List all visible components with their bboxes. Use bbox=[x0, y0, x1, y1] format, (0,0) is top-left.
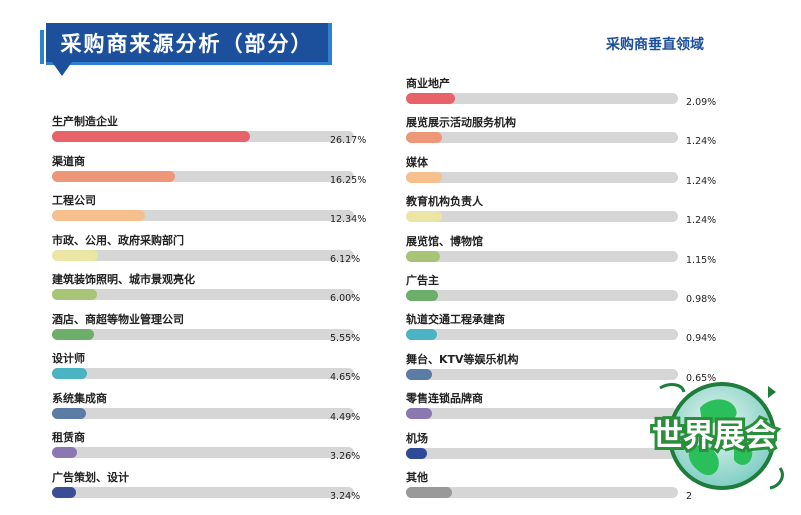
title-banner: 采购商来源分析（部分） bbox=[46, 23, 332, 65]
bar bbox=[406, 211, 442, 223]
bar bbox=[52, 210, 146, 221]
category-label: 媒体 bbox=[406, 155, 428, 169]
category-label: 广告策划、设计 bbox=[52, 470, 129, 484]
category-label: 展览展示活动服务机构 bbox=[406, 116, 516, 130]
value-label: 3.24% bbox=[330, 490, 361, 502]
bar bbox=[406, 408, 432, 420]
value-label: 4.65% bbox=[330, 372, 361, 383]
section-subtitle: 采购商垂直领域 bbox=[606, 37, 704, 53]
bar bbox=[52, 368, 88, 379]
bar-track bbox=[406, 93, 678, 104]
value-label: 6.00% bbox=[330, 293, 361, 304]
category-label: 系统集成商 bbox=[52, 391, 107, 405]
bar-track bbox=[52, 210, 354, 221]
category-label: 租赁商 bbox=[52, 431, 85, 444]
bar-track bbox=[406, 132, 678, 144]
category-label: 其他 bbox=[406, 471, 428, 484]
value-label: 4.49% bbox=[330, 411, 361, 423]
bar-track bbox=[52, 170, 354, 182]
value-label: 2.09% bbox=[686, 97, 717, 108]
value-label: 0.98% bbox=[686, 294, 717, 305]
category-label: 建筑装饰照明、城市景观亮化 bbox=[52, 273, 195, 286]
banner-accent bbox=[40, 30, 44, 64]
value-label: 0.65% bbox=[686, 372, 717, 384]
bar-track bbox=[52, 368, 354, 379]
bar bbox=[52, 170, 175, 182]
bar bbox=[52, 289, 98, 300]
category-label: 广告主 bbox=[406, 274, 439, 287]
bar-track bbox=[52, 289, 354, 300]
bar bbox=[52, 131, 250, 142]
bar bbox=[406, 447, 427, 459]
category-label: 展览馆、博物馆 bbox=[406, 234, 483, 248]
category-label: 酒店、商超等物业管理公司 bbox=[52, 312, 184, 326]
bar-track bbox=[406, 447, 678, 459]
category-label: 教育机构负责人 bbox=[406, 195, 483, 209]
svg-text:世界展会: 世界展会 bbox=[652, 418, 776, 454]
category-label: 零售连锁品牌商 bbox=[406, 392, 483, 406]
bar bbox=[406, 132, 442, 144]
page-title: 采购商来源分析（部分） bbox=[60, 31, 314, 56]
category-label: 设计师 bbox=[52, 352, 85, 365]
value-label: 5.55% bbox=[330, 332, 361, 344]
category-label: 工程公司 bbox=[52, 194, 96, 207]
category-label: 舞台、KTV等娱乐机构 bbox=[406, 352, 519, 366]
bar bbox=[52, 249, 99, 261]
value-label: 1.24% bbox=[686, 136, 717, 148]
bar-track bbox=[406, 211, 678, 223]
bar bbox=[52, 447, 77, 458]
bar bbox=[52, 328, 94, 340]
bar-track bbox=[406, 250, 678, 262]
bar-track bbox=[406, 171, 678, 183]
bar-track bbox=[406, 329, 678, 341]
value-label: 26.17% bbox=[330, 135, 367, 146]
value-label: 0.94% bbox=[686, 333, 717, 345]
bar-track bbox=[52, 131, 354, 142]
bar-track bbox=[406, 368, 678, 380]
value-label: 1.24% bbox=[686, 215, 717, 227]
value-label: 1.24% bbox=[686, 175, 717, 187]
category-label: 机场 bbox=[406, 431, 428, 445]
banner-tail bbox=[52, 62, 72, 76]
bar bbox=[406, 368, 433, 380]
bar bbox=[406, 487, 453, 498]
value-label: 2 bbox=[686, 491, 693, 502]
globe-logo-icon: 世界展会 bbox=[649, 382, 784, 490]
bar bbox=[406, 171, 442, 183]
bar bbox=[406, 250, 441, 262]
bar-track bbox=[406, 408, 678, 420]
value-label: 1.15% bbox=[686, 254, 717, 266]
value-label: 3.26% bbox=[330, 451, 361, 462]
bar-track bbox=[52, 328, 354, 340]
bar-track bbox=[52, 447, 354, 458]
bar bbox=[406, 290, 438, 301]
bar bbox=[52, 407, 86, 419]
value-label: 16.25% bbox=[330, 174, 367, 186]
bar bbox=[52, 486, 77, 498]
category-label: 市政、公用、政府采购部门 bbox=[52, 233, 184, 247]
bar-track bbox=[52, 249, 354, 261]
bar-track bbox=[406, 290, 678, 301]
bar bbox=[406, 93, 456, 104]
bar-track bbox=[52, 407, 354, 419]
bar bbox=[406, 329, 438, 341]
category-label: 轨道交通工程承建商 bbox=[406, 313, 505, 327]
bar-track bbox=[52, 486, 354, 498]
value-label: 12.34% bbox=[330, 214, 367, 225]
category-label: 渠道商 bbox=[52, 154, 85, 168]
category-label: 生产制造企业 bbox=[52, 115, 118, 128]
category-label: 商业地产 bbox=[406, 77, 450, 90]
bar-track bbox=[406, 487, 678, 498]
value-label: 6.12% bbox=[330, 253, 361, 265]
